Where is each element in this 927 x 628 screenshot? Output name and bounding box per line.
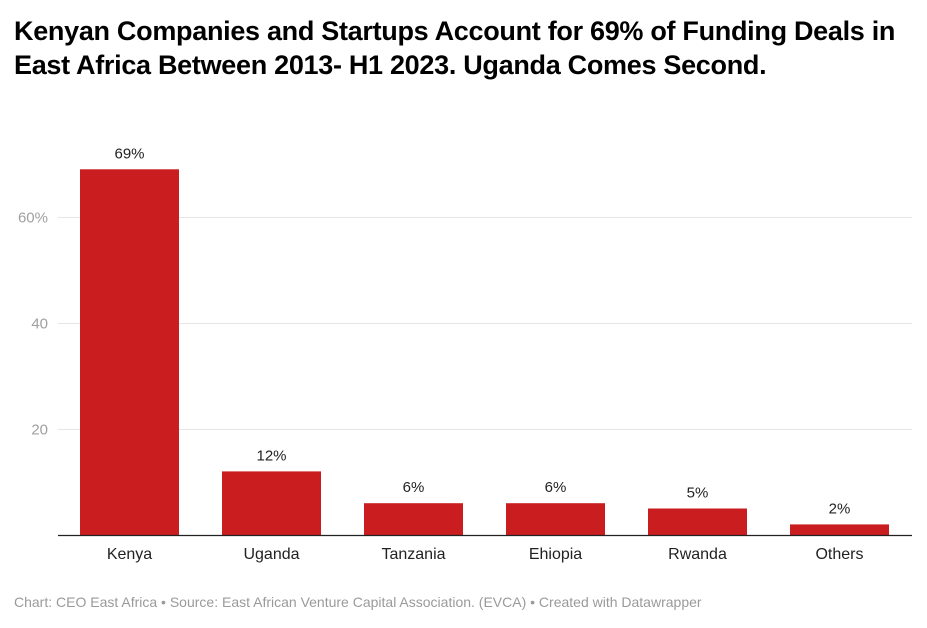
chart-title: Kenyan Companies and Startups Account fo…	[14, 16, 896, 80]
x-tick-label: Kenya	[107, 546, 152, 563]
chart-footer: Chart: CEO East Africa • Source: East Af…	[14, 594, 702, 610]
value-label: 6%	[545, 479, 567, 496]
value-labels: 69% 12% 6% 6% 5% 2%	[114, 145, 850, 517]
value-label: 6%	[403, 479, 425, 496]
y-tick-label: 40	[31, 316, 48, 333]
value-label: 69%	[114, 145, 144, 162]
value-label: 5%	[687, 485, 709, 502]
y-tick-label: 20	[31, 422, 48, 439]
x-tick-label: Others	[815, 546, 863, 563]
bar-kenya	[80, 169, 179, 536]
bar-others	[790, 524, 889, 535]
gridlines	[58, 217, 912, 430]
bar-ehiopia	[506, 503, 605, 535]
x-tick-label: Uganda	[243, 546, 299, 563]
y-tick-label: 60%	[18, 210, 48, 227]
x-tick-label: Tanzania	[381, 546, 445, 563]
x-axis-labels: Kenya Uganda Tanzania Ehiopia Rwanda Others	[107, 546, 864, 563]
bar-tanzania	[364, 503, 463, 535]
x-tick-label: Rwanda	[668, 546, 727, 563]
y-axis-ticks: 20 40 60%	[18, 210, 48, 439]
bars	[80, 169, 889, 536]
value-label: 2%	[829, 500, 851, 517]
value-label: 12%	[256, 447, 286, 464]
bar-rwanda	[648, 508, 747, 535]
x-tick-label: Ehiopia	[529, 546, 582, 563]
bar-uganda	[222, 471, 321, 535]
